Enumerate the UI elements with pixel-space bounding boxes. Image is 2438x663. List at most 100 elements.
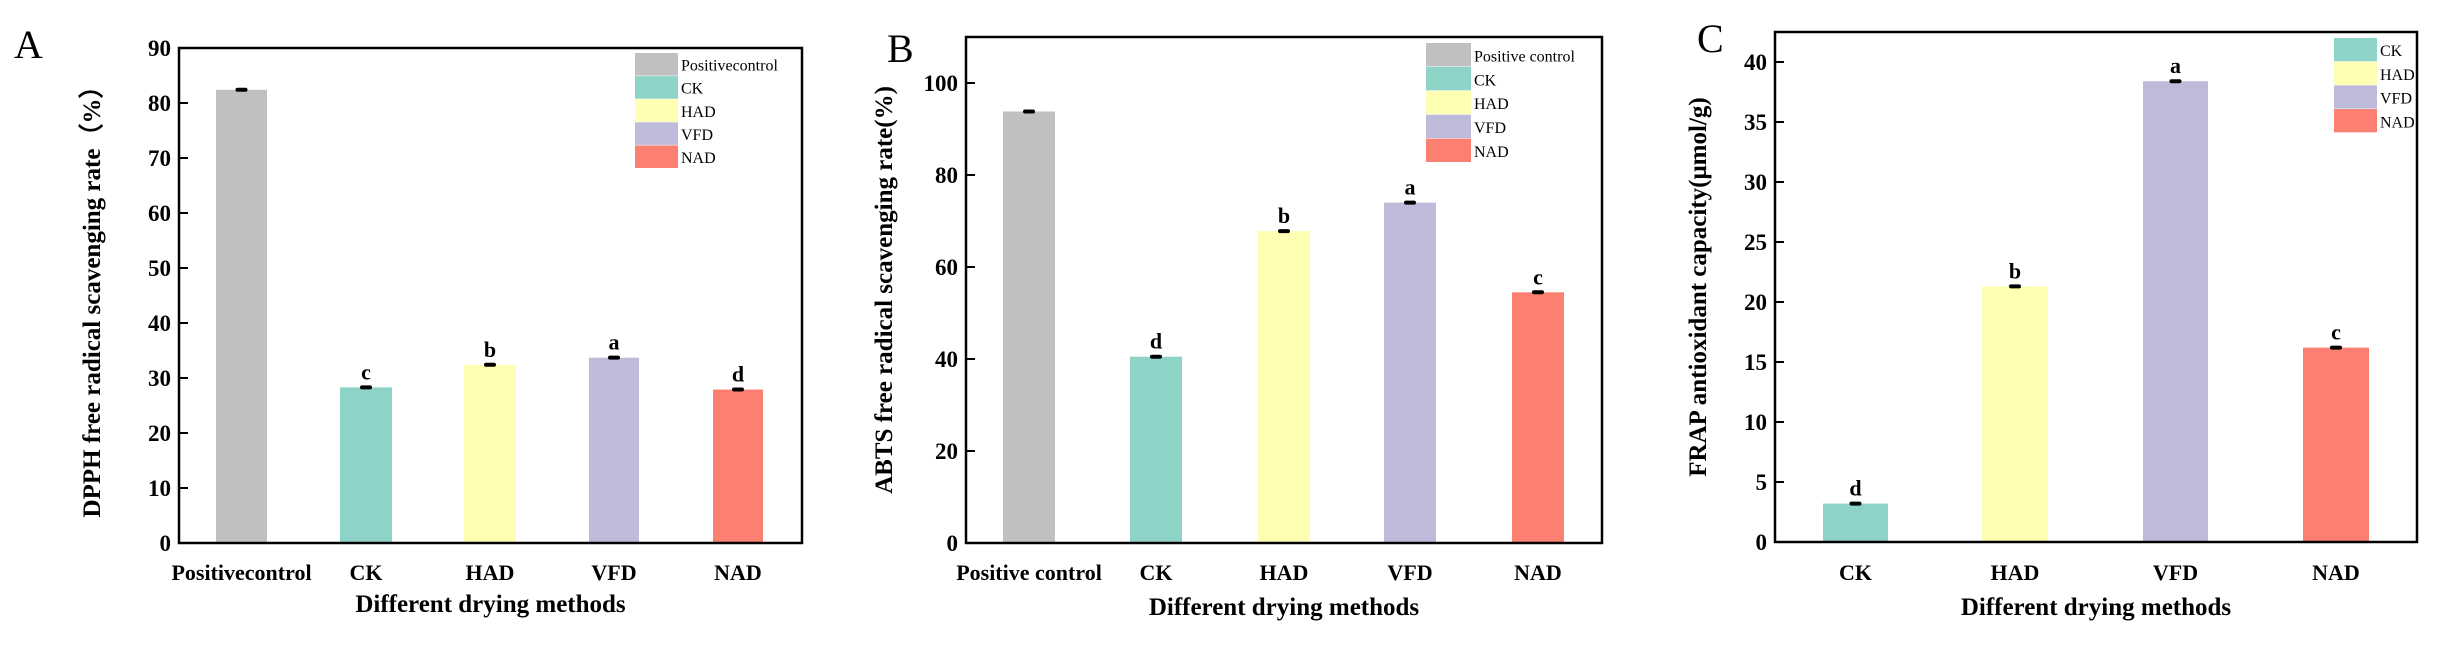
- bar-nad: [1512, 292, 1564, 543]
- legend-swatch: [1426, 66, 1471, 91]
- plot-frame: [1773, 30, 2419, 544]
- legend-swatch: [635, 99, 678, 122]
- legend: CK HAD VFD NAD: [2334, 38, 2415, 133]
- error-bar: [1150, 354, 1162, 359]
- x-tick-label: HAD: [1991, 560, 2040, 585]
- legend-swatch: [1426, 90, 1471, 115]
- y-tick-label: 0: [160, 531, 172, 556]
- y-axis-title: ABTS free radical scavenging rate(%): [871, 86, 898, 494]
- legend-label: NAD: [2380, 114, 2415, 131]
- bar-nad: [2303, 347, 2369, 542]
- legend-swatch: [635, 145, 678, 168]
- bar-had: [1982, 286, 2048, 542]
- y-tick-label: 35: [1744, 110, 1767, 135]
- error-bar: [2169, 79, 2182, 84]
- legend-swatch: [1426, 43, 1471, 67]
- error-bar: [484, 362, 496, 367]
- error-bar: [1532, 290, 1544, 295]
- y-tick-label: 30: [1744, 170, 1767, 195]
- bar-nad: [713, 389, 763, 543]
- panel-label: C: [1697, 16, 1724, 61]
- x-tick-label: VFD: [591, 560, 636, 585]
- y-tick-label: 15: [1744, 350, 1767, 375]
- x-axis-title: Different drying methods: [355, 591, 626, 618]
- error-bar: [1404, 200, 1416, 205]
- legend-swatch: [635, 122, 678, 145]
- x-tick-label: VFD: [1387, 560, 1432, 585]
- legend-label: VFD: [1474, 120, 1506, 137]
- bar-vfd: [2143, 81, 2208, 542]
- legend-swatch: [2334, 61, 2377, 85]
- x-axis-title: Different drying methods: [1149, 594, 1420, 621]
- y-tick-label: 60: [935, 255, 958, 280]
- significance-label: c: [361, 359, 371, 384]
- y-tick-label: 80: [935, 163, 958, 188]
- significance-label: d: [1150, 329, 1162, 354]
- bar-positivecontrol: [216, 89, 267, 544]
- error-bar: [1278, 229, 1290, 234]
- legend-swatch: [635, 76, 678, 99]
- x-tick-label: NAD: [1514, 560, 1562, 585]
- y-tick-label: 50: [148, 256, 171, 281]
- legend-label: VFD: [681, 127, 713, 144]
- legend-label: CK: [681, 81, 704, 98]
- y-tick-label: 5: [1756, 470, 1768, 495]
- significance-label: a: [2170, 53, 2181, 78]
- y-axis-title: DPPH free radical scavenging rate（%）: [77, 74, 106, 518]
- significance-label: b: [484, 337, 496, 362]
- significance-label: d: [732, 362, 744, 387]
- y-tick-label: 10: [148, 476, 171, 501]
- significance-label: c: [1533, 264, 1543, 289]
- error-bar: [1023, 109, 1035, 114]
- bar-ck: [340, 387, 392, 543]
- y-tick-label: 20: [1744, 290, 1767, 315]
- legend-label: HAD: [2380, 67, 2415, 84]
- bar-ck: [1823, 503, 1888, 542]
- plot-frame: [964, 35, 1604, 545]
- significance-label: d: [1849, 476, 1861, 501]
- legend-swatch: [2334, 85, 2377, 109]
- y-tick-label: 0: [1756, 530, 1768, 555]
- error-bar: [2009, 284, 2021, 289]
- bar-had: [464, 364, 516, 543]
- legend-label: NAD: [681, 150, 716, 167]
- y-tick-label: 25: [1744, 230, 1767, 255]
- bar-vfd: [1384, 202, 1436, 543]
- y-axis-title: FRAP antioxidant capacity(μmol/g): [1685, 97, 1712, 476]
- bar-ck: [1130, 356, 1182, 543]
- panel-label: A: [14, 22, 43, 67]
- x-tick-label: VFD: [2153, 560, 2198, 585]
- significance-label: b: [1278, 203, 1290, 228]
- y-tick-label: 10: [1744, 410, 1767, 435]
- legend: Positive control CK HAD VFD NAD: [1426, 43, 1575, 162]
- chart-panel-c: Cd CK b HAD a VFD c NAD 0 5 10 15 20 25 30 35 40 Differen…: [1685, 16, 2419, 621]
- x-tick-label: HAD: [1260, 560, 1309, 585]
- bar-vfd: [589, 357, 639, 543]
- y-tick-label: 90: [148, 36, 171, 61]
- x-tick-label: CK: [1140, 560, 1173, 585]
- error-bar: [732, 387, 744, 392]
- y-tick-label: 40: [148, 311, 171, 336]
- legend-label: VFD: [2380, 91, 2412, 108]
- legend-swatch: [1426, 114, 1471, 139]
- legend-swatch: [2334, 38, 2377, 62]
- legend-swatch: [635, 53, 678, 76]
- legend-label: HAD: [681, 104, 716, 121]
- legend-label: NAD: [1474, 144, 1509, 161]
- significance-label: b: [2009, 258, 2021, 283]
- y-tick-label: 30: [148, 366, 171, 391]
- legend-label: CK: [2380, 43, 2403, 60]
- significance-label: a: [1405, 175, 1416, 200]
- legend-label: Positivecontrol: [681, 58, 778, 75]
- y-tick-label: 80: [148, 91, 171, 116]
- legend-swatch: [1426, 138, 1471, 162]
- x-tick-label: HAD: [466, 560, 515, 585]
- bar-positive-control: [1003, 111, 1055, 544]
- panel-label: B: [887, 26, 914, 71]
- x-tick-label: NAD: [714, 560, 762, 585]
- y-tick-label: 20: [935, 439, 958, 464]
- legend-label: Positive control: [1474, 48, 1575, 65]
- chart-panel-b: B Positive control d CK b HAD a VFD c NAD 0 20 40 60 8…: [871, 26, 1604, 621]
- legend: Positivecontrol CK HAD VFD NAD: [635, 53, 778, 168]
